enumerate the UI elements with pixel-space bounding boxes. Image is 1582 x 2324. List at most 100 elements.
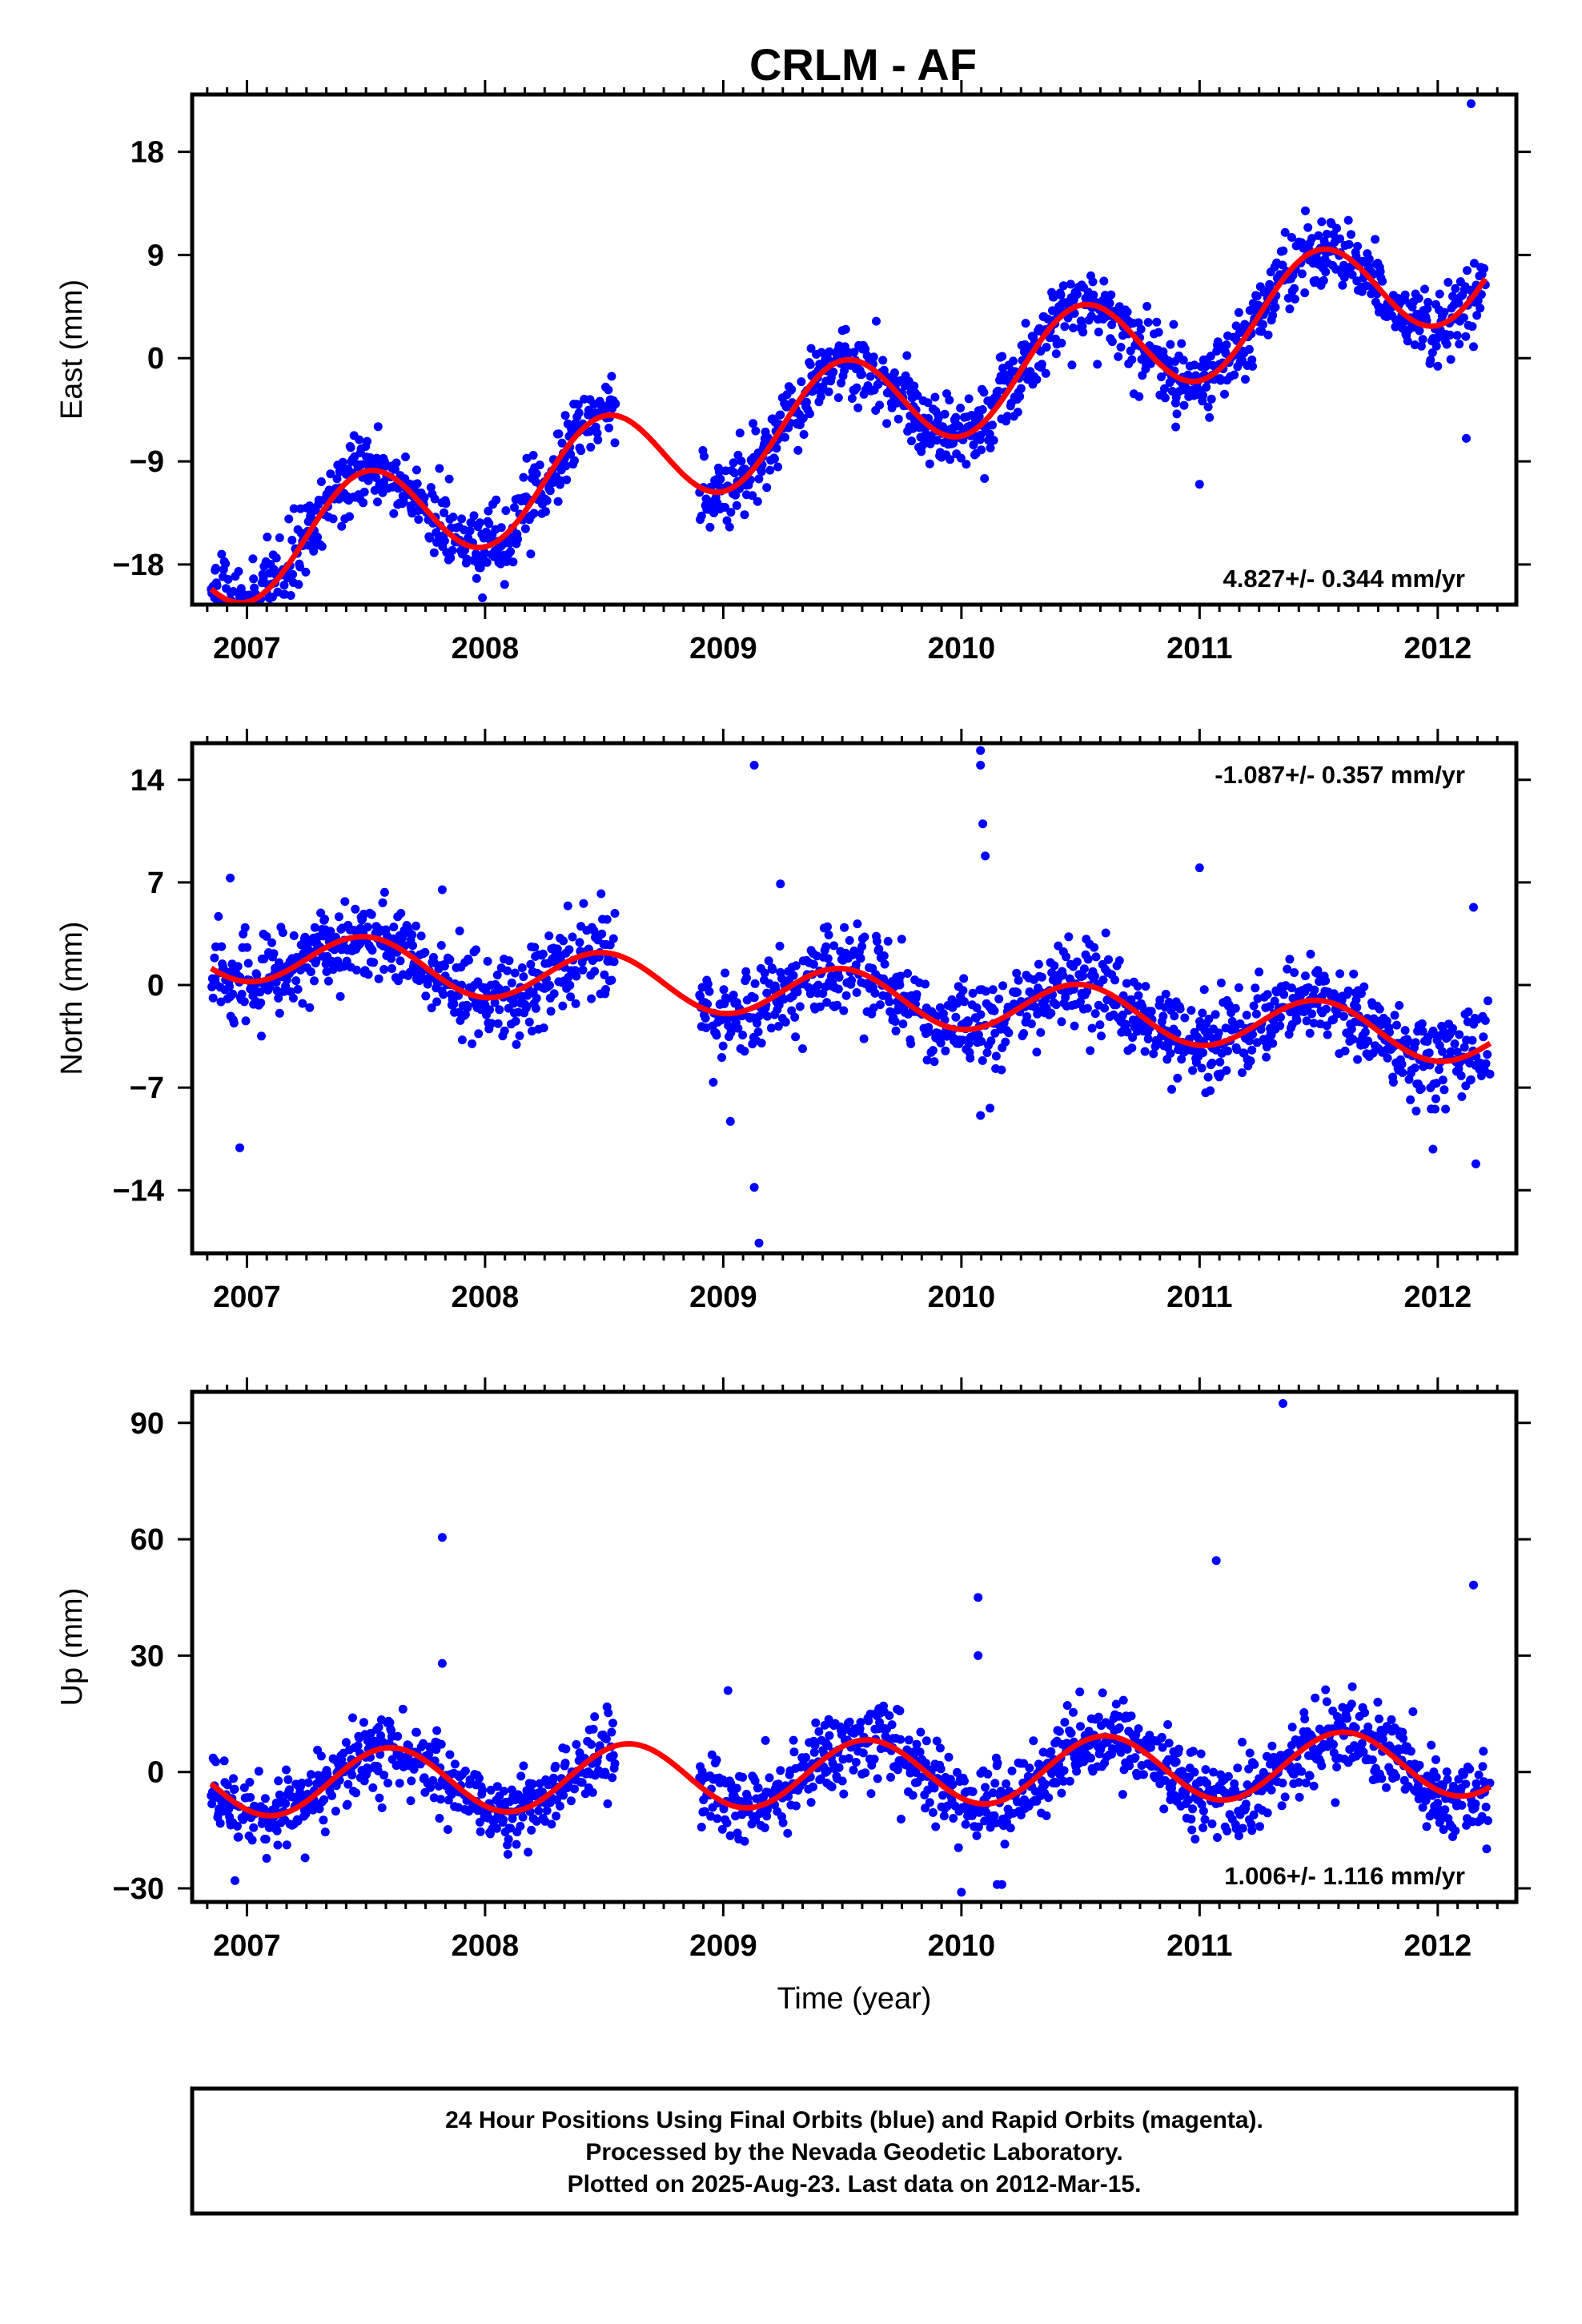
data-point: [1322, 229, 1331, 239]
data-point: [940, 409, 950, 419]
data-point: [1205, 412, 1215, 422]
data-point: [1357, 989, 1366, 999]
data-point: [510, 503, 519, 513]
data-point: [450, 1759, 460, 1769]
data-point: [928, 1046, 938, 1055]
data-point: [485, 1005, 495, 1015]
data-point: [547, 1819, 556, 1829]
data-point: [1160, 393, 1170, 403]
data-point: [1456, 1071, 1466, 1080]
data-point: [1238, 1823, 1247, 1833]
data-point: [457, 1035, 467, 1044]
data-point: [1161, 989, 1170, 999]
data-point: [1230, 370, 1239, 380]
data-point: [733, 1023, 743, 1033]
data-point: [1101, 928, 1110, 938]
data-point: [412, 479, 422, 489]
data-point: [355, 435, 364, 444]
data-point: [964, 394, 974, 404]
data-point: [1461, 332, 1471, 341]
data-point: [1206, 1086, 1215, 1096]
data-point: [604, 1708, 613, 1718]
data-point: [1363, 1036, 1373, 1046]
data-point: [544, 931, 554, 941]
data-point: [1353, 1055, 1363, 1064]
data-point: [289, 504, 299, 513]
data-point: [1339, 1011, 1348, 1021]
data-point: [1423, 297, 1433, 307]
data-point: [1169, 320, 1178, 329]
data-point: [1057, 1017, 1066, 1027]
data-point: [1466, 285, 1475, 295]
data-point: [610, 1759, 620, 1768]
plot-frame: [190, 741, 1519, 1256]
data-point: [441, 499, 451, 509]
data-point: [552, 944, 562, 954]
data-point: [215, 611, 223, 620]
data-point: [964, 1039, 974, 1048]
data-point: [1263, 330, 1273, 340]
data-point: [770, 454, 779, 464]
data-point: [1295, 1792, 1304, 1802]
data-point: [721, 968, 730, 978]
data-point: [797, 377, 806, 387]
data-point: [396, 956, 405, 966]
outlier-point: [776, 879, 785, 889]
data-point: [516, 1821, 525, 1831]
data-point: [1311, 1693, 1320, 1703]
data-point: [810, 1741, 820, 1751]
data-point: [801, 397, 811, 407]
data-point: [902, 351, 912, 360]
data-point: [1259, 320, 1267, 329]
data-point: [1378, 1735, 1387, 1744]
chart-title: CRLM - AF: [749, 39, 977, 90]
data-point: [231, 607, 240, 616]
data-point: [236, 620, 245, 629]
data-point: [570, 1784, 579, 1794]
data-point: [740, 1836, 749, 1846]
data-point: [1459, 1770, 1468, 1779]
data-point: [982, 1048, 992, 1057]
data-point: [1431, 1772, 1441, 1782]
data-point: [363, 436, 371, 446]
data-point: [1479, 1747, 1488, 1756]
data-point: [245, 1778, 255, 1787]
data-point: [414, 515, 424, 525]
data-point: [1305, 1028, 1315, 1038]
data-point: [875, 400, 885, 410]
data-point: [1270, 996, 1279, 1006]
x-tick-label: 2007: [213, 1281, 281, 1314]
data-point: [908, 1791, 917, 1800]
data-point: [1479, 1032, 1488, 1042]
data-point: [1223, 1046, 1232, 1055]
data-point: [255, 987, 265, 997]
data-point: [1443, 1775, 1452, 1784]
data-point: [1172, 409, 1182, 419]
data-point: [1285, 304, 1295, 314]
data-point: [1343, 986, 1353, 995]
data-point: [730, 468, 740, 478]
data-point: [1279, 990, 1289, 999]
data-point: [1378, 276, 1387, 286]
data-point: [609, 957, 619, 967]
data-point: [1455, 340, 1464, 349]
data-point: [1062, 1701, 1072, 1711]
data-point: [1375, 1004, 1384, 1014]
data-point: [443, 1825, 452, 1834]
data-point: [512, 1839, 521, 1849]
data-point: [1471, 1799, 1480, 1808]
data-point: [1452, 331, 1462, 340]
model-curve: [209, 934, 1492, 1064]
data-point: [428, 1775, 438, 1785]
data-point: [520, 524, 530, 533]
data-point: [816, 1002, 825, 1011]
data-point: [448, 545, 457, 555]
data-point: [436, 1795, 445, 1804]
data-point: [484, 519, 494, 529]
outlier-point: [1469, 342, 1478, 352]
data-point: [1051, 349, 1061, 359]
data-point: [579, 899, 588, 908]
data-point: [587, 1739, 596, 1749]
data-point: [500, 580, 509, 589]
data-point: [343, 1779, 353, 1789]
